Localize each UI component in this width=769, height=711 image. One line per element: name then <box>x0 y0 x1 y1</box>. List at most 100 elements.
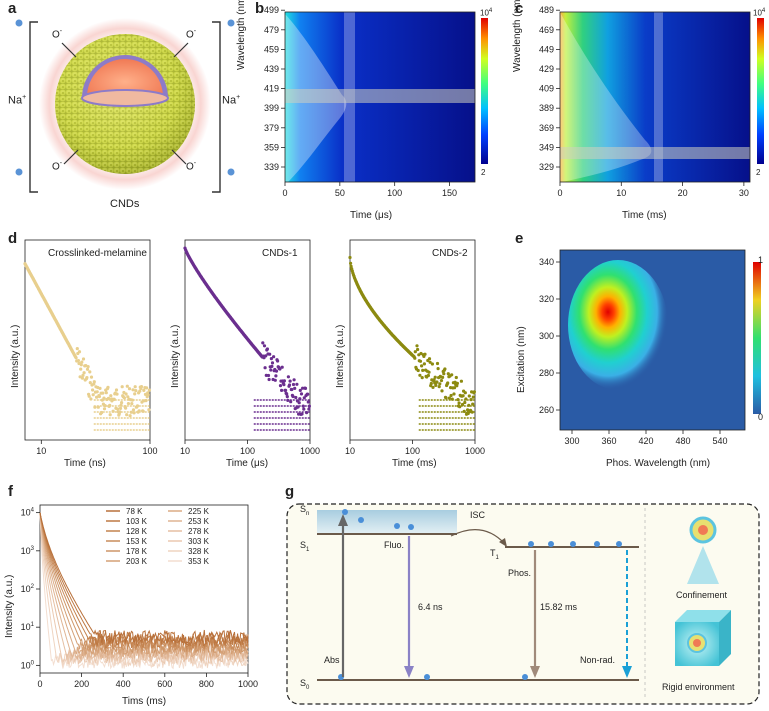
y-tick-exp: 4 <box>31 508 35 514</box>
data-point <box>104 391 108 395</box>
data-point <box>92 380 96 384</box>
x-tick-label: 10 <box>180 446 190 456</box>
data-point <box>290 387 294 392</box>
panel-e-map: 300 360 420 480 540 260 280 300 320 340 <box>539 249 761 446</box>
data-point <box>147 388 151 392</box>
data-point <box>106 385 110 389</box>
data-point <box>349 261 353 265</box>
x-tick-label: 480 <box>675 436 690 446</box>
data-point <box>442 372 446 376</box>
data-point <box>455 381 459 385</box>
confinement-label: Confinement <box>676 590 728 600</box>
x-tick-label: 1000 <box>238 679 258 689</box>
data-point <box>106 396 111 400</box>
abs-label: Abs <box>324 655 340 665</box>
data-point <box>287 383 292 387</box>
y-tick-label: 419 <box>264 84 279 94</box>
data-point <box>303 386 308 390</box>
data-point <box>472 390 476 394</box>
legend-label: 128 K <box>126 527 148 536</box>
y-tick-label: 339 <box>264 162 279 172</box>
s1-label: S1 <box>300 540 310 553</box>
data-point <box>452 386 457 390</box>
data-point <box>102 396 106 400</box>
data-point <box>102 407 107 411</box>
panel-d-decays: 10 100 10 100 1000 10 100 1000 <box>23 239 485 456</box>
y-tick-label: 449 <box>539 44 554 54</box>
data-point <box>274 369 279 373</box>
x-tick-label: 360 <box>601 436 616 446</box>
legend-label: 278 K <box>188 527 210 536</box>
data-point <box>297 401 301 405</box>
data-point <box>269 368 273 372</box>
data-point <box>459 379 463 383</box>
g-frame <box>286 503 760 705</box>
fluo-time: 6.4 ns <box>418 602 443 612</box>
phos-time: 15.82 ms <box>540 602 578 612</box>
d3-xlabel: Time (ms) <box>392 458 437 469</box>
y-tick-label: 399 <box>264 103 279 113</box>
data-point <box>429 381 433 386</box>
x-tick-label: 0 <box>282 188 287 198</box>
legend-label: 178 K <box>126 547 148 556</box>
y-tick-label: 101 <box>21 622 35 632</box>
x-tick-label: 30 <box>739 188 749 198</box>
data-point <box>261 341 265 345</box>
anion-label: O- <box>186 28 197 41</box>
panel-label-b: b <box>255 0 265 17</box>
s0-label: S0 <box>300 678 310 691</box>
x-tick-label: 100 <box>240 446 255 456</box>
data-point <box>416 368 420 373</box>
data-point <box>288 379 292 383</box>
right-bracket <box>212 21 221 193</box>
y-tick-label: 280 <box>539 368 554 378</box>
data-point <box>131 388 135 392</box>
panel-b-cbar-min: 2 <box>481 168 486 177</box>
sn-label: Sn <box>300 504 310 517</box>
data-point <box>79 363 83 367</box>
panel-label-d: d <box>8 230 18 247</box>
data-point <box>300 412 304 416</box>
panel-b-heatmap: 339 359 379 399 419 439 459 479 499 0 50 100 150 <box>264 5 488 198</box>
y-tick-label: 320 <box>539 294 554 304</box>
d2-title: CNDs-1 <box>262 248 298 259</box>
na-ion-dot <box>15 19 23 27</box>
data-point <box>295 382 299 386</box>
data-point <box>97 394 101 399</box>
panel-b-ylabel: Wavelength (nm) <box>236 0 247 70</box>
data-point <box>133 392 137 396</box>
data-point <box>276 359 280 363</box>
legend-label: 153 K <box>126 537 148 546</box>
data-point <box>471 395 475 399</box>
data-point <box>139 385 144 389</box>
data-point <box>286 375 290 379</box>
y-tick-label: 499 <box>264 5 279 15</box>
legend-label: 78 K <box>126 507 143 516</box>
data-point <box>267 377 271 382</box>
panel-e-xlabel: Phos. Wavelength (nm) <box>606 458 711 469</box>
data-point <box>301 386 305 390</box>
data-point <box>120 401 124 405</box>
data-point <box>306 400 310 404</box>
confinement-beam <box>687 546 719 584</box>
d1-ylabel: Intensity (a.u.) <box>10 324 21 388</box>
data-point <box>146 393 150 397</box>
data-point <box>130 402 134 406</box>
left-bracket <box>29 21 38 193</box>
y-tick-label: 409 <box>539 84 554 94</box>
phos-label: Phos. <box>508 568 532 578</box>
data-point <box>124 406 128 410</box>
x-tick-label: 50 <box>335 188 345 198</box>
decay-curve <box>39 512 249 659</box>
y-tick-label: 102 <box>21 584 35 594</box>
data-point <box>435 361 440 366</box>
data-point <box>266 373 271 378</box>
isc-label: ISC <box>470 510 486 520</box>
panel-label-c: c <box>515 0 524 17</box>
data-point <box>457 401 461 405</box>
data-point <box>280 388 284 392</box>
data-point <box>138 389 142 393</box>
data-point <box>88 370 92 374</box>
data-point <box>265 347 269 351</box>
